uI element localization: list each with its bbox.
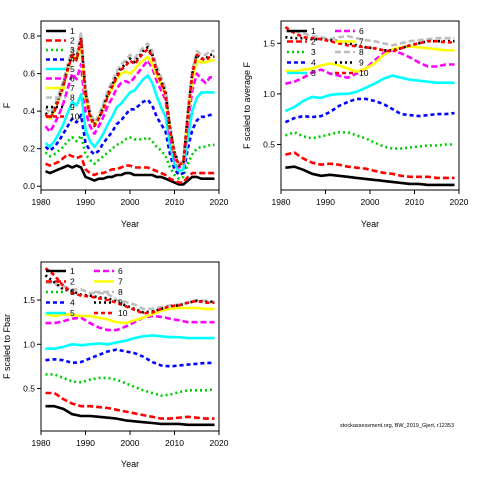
x-tick-label: 1980	[272, 197, 291, 207]
panel-2: 1980 1990 2000 2010 2020 0.5 1.0 1.5 Year F scale…	[242, 20, 469, 229]
series-line-7	[285, 44, 455, 73]
series-line-10	[284, 26, 455, 53]
series-line-9	[285, 35, 455, 52]
legend-label-1: 1	[311, 26, 316, 36]
legend-label-9: 9	[359, 58, 364, 68]
legend-label-8: 8	[70, 93, 75, 103]
legend-label-2: 2	[70, 277, 75, 287]
x-tick-label: 2020	[210, 197, 229, 207]
series-group	[44, 267, 215, 427]
legend-label-3: 3	[70, 287, 75, 297]
legend-label-8: 8	[118, 287, 123, 297]
y-tick-label: 1.5	[23, 295, 35, 305]
series-line-7	[45, 306, 215, 325]
legend-label-6: 6	[70, 74, 75, 84]
y-tick-label: 0.6	[23, 69, 35, 79]
x-tick-label: 1990	[316, 197, 335, 207]
y-axis-title: F scaled to average F	[242, 61, 252, 149]
series-line-1	[285, 165, 455, 187]
legend-label-2: 2	[70, 36, 75, 46]
legend-label-1: 1	[70, 266, 75, 276]
x-axis-title: Year	[361, 219, 379, 229]
legend-label-4: 4	[70, 55, 75, 65]
y-tick-label: 1.5	[263, 38, 275, 48]
x-axis-title: Year	[121, 459, 139, 469]
legend-label-7: 7	[70, 83, 75, 93]
legend-label-9: 9	[118, 298, 123, 308]
panel-3: 1980 1990 2000 2010 2020 0.5 1.0 1.5 Year F scale…	[2, 261, 229, 469]
y-tick-label: 0.4	[23, 106, 35, 116]
legend-label-4: 4	[70, 298, 75, 308]
x-tick-label: 2010	[405, 197, 424, 207]
series-line-9	[44, 36, 215, 167]
x-tick-label: 2010	[165, 197, 184, 207]
series-line-2	[44, 153, 215, 184]
y-tick-label: 0.5	[263, 139, 275, 149]
series-group	[44, 30, 215, 186]
x-tick-label: 2000	[121, 197, 140, 207]
legend-label-10: 10	[70, 112, 80, 122]
series-line-10	[44, 38, 215, 167]
legend-label-2: 2	[311, 37, 316, 47]
legend-label-6: 6	[118, 266, 123, 276]
x-tick-label: 2000	[361, 197, 380, 207]
series-line-5	[45, 334, 215, 351]
series-line-2	[45, 391, 215, 420]
x-tick-label: 2020	[210, 438, 229, 448]
series-line-4	[284, 97, 455, 124]
y-tick-label: 0.2	[23, 144, 35, 154]
series-group	[284, 26, 455, 187]
x-tick-label: 2020	[450, 197, 469, 207]
series-line-1	[45, 404, 215, 427]
x-tick-label: 2010	[165, 438, 184, 448]
panel-1: 1980 1990 2000 2010 2020 0.0 0.2 0.4 0.6 0.8 Year F…	[2, 20, 229, 229]
series-line-3	[44, 134, 215, 180]
series-line-6	[45, 314, 215, 332]
series-line-2	[285, 151, 455, 180]
series-line-3	[284, 131, 455, 150]
plot-frame	[280, 20, 460, 191]
legend-label-9: 9	[70, 102, 75, 112]
legend-label-3: 3	[70, 45, 75, 55]
y-tick-label: 1.0	[23, 339, 35, 349]
y-tick-label: 0.0	[23, 181, 35, 191]
legend-label-6: 6	[359, 26, 364, 36]
y-tick-label: 1.0	[263, 89, 275, 99]
x-tick-label: 1980	[32, 438, 51, 448]
y-tick-label: 0.5	[23, 384, 35, 394]
legend-label-4: 4	[311, 58, 316, 68]
legend-label-5: 5	[70, 64, 75, 74]
y-axis-title: F scaled to Fbar	[2, 314, 12, 379]
legend-label-7: 7	[359, 37, 364, 47]
x-tick-label: 1990	[76, 197, 95, 207]
legend-label-8: 8	[359, 47, 364, 57]
series-line-8	[285, 29, 455, 47]
y-tick-label: 0.8	[23, 31, 35, 41]
legend-label-5: 5	[70, 308, 75, 318]
x-tick-label: 2000	[121, 438, 140, 448]
x-tick-label: 1980	[32, 197, 51, 207]
y-axis-title: F	[2, 102, 12, 108]
series-line-1	[44, 164, 215, 186]
series-line-5	[284, 74, 455, 113]
legend-label-1: 1	[70, 26, 75, 36]
legend-label-5: 5	[311, 68, 316, 78]
x-axis-title: Year	[121, 219, 139, 229]
series-line-10	[44, 267, 215, 315]
series-line-4	[45, 348, 215, 368]
legend-label-10: 10	[359, 68, 369, 78]
series-line-5	[44, 74, 215, 173]
legend-label-3: 3	[311, 47, 316, 57]
legend-label-7: 7	[118, 277, 123, 287]
x-tick-label: 1990	[76, 438, 95, 448]
source-caption: stockassessment.org, BW_2019_Gjert, r123…	[340, 423, 455, 429]
series-line-3	[45, 373, 215, 397]
legend-label-10: 10	[118, 308, 128, 318]
